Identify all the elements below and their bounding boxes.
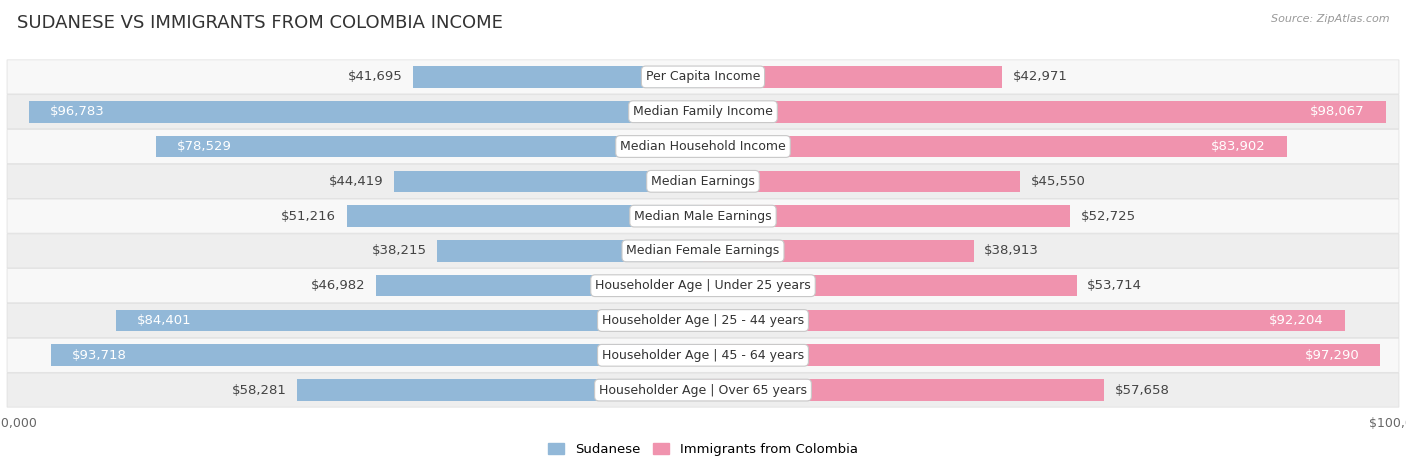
Text: $51,216: $51,216	[281, 210, 336, 223]
Text: $52,725: $52,725	[1080, 210, 1136, 223]
Bar	[413, 66, 703, 88]
Bar	[115, 310, 703, 331]
FancyBboxPatch shape	[7, 95, 1399, 129]
FancyBboxPatch shape	[7, 373, 1399, 407]
Bar	[703, 170, 1019, 192]
Bar	[703, 379, 1104, 401]
FancyBboxPatch shape	[7, 60, 1399, 94]
Bar	[30, 101, 703, 122]
Bar	[346, 205, 703, 227]
FancyBboxPatch shape	[7, 269, 1399, 303]
Bar	[437, 240, 703, 262]
Text: Median Family Income: Median Family Income	[633, 105, 773, 118]
Bar	[703, 345, 1381, 366]
Bar	[703, 240, 974, 262]
Text: $45,550: $45,550	[1031, 175, 1085, 188]
Text: $41,695: $41,695	[347, 71, 402, 84]
Bar	[703, 310, 1344, 331]
Text: $57,658: $57,658	[1115, 383, 1170, 396]
Text: $53,714: $53,714	[1087, 279, 1142, 292]
Text: $97,290: $97,290	[1305, 349, 1360, 362]
Text: Median Male Earnings: Median Male Earnings	[634, 210, 772, 223]
FancyBboxPatch shape	[7, 164, 1399, 198]
Text: SUDANESE VS IMMIGRANTS FROM COLOMBIA INCOME: SUDANESE VS IMMIGRANTS FROM COLOMBIA INC…	[17, 14, 503, 32]
Bar	[703, 101, 1385, 122]
Bar	[394, 170, 703, 192]
Text: $98,067: $98,067	[1310, 105, 1365, 118]
Text: Median Earnings: Median Earnings	[651, 175, 755, 188]
Text: Source: ZipAtlas.com: Source: ZipAtlas.com	[1271, 14, 1389, 24]
Text: $93,718: $93,718	[72, 349, 127, 362]
FancyBboxPatch shape	[7, 304, 1399, 338]
Text: $38,913: $38,913	[984, 244, 1039, 257]
Text: Householder Age | Over 65 years: Householder Age | Over 65 years	[599, 383, 807, 396]
FancyBboxPatch shape	[7, 234, 1399, 268]
Bar	[51, 345, 703, 366]
FancyBboxPatch shape	[7, 129, 1399, 163]
Text: Householder Age | 45 - 64 years: Householder Age | 45 - 64 years	[602, 349, 804, 362]
Text: Per Capita Income: Per Capita Income	[645, 71, 761, 84]
Text: $38,215: $38,215	[371, 244, 426, 257]
Bar	[156, 136, 703, 157]
Text: $46,982: $46,982	[311, 279, 366, 292]
FancyBboxPatch shape	[7, 199, 1399, 233]
Bar	[703, 275, 1077, 297]
Bar	[703, 205, 1070, 227]
Text: $96,783: $96,783	[51, 105, 105, 118]
Text: $78,529: $78,529	[177, 140, 232, 153]
Bar	[375, 275, 703, 297]
Text: $83,902: $83,902	[1212, 140, 1265, 153]
Text: $44,419: $44,419	[329, 175, 384, 188]
Text: $92,204: $92,204	[1270, 314, 1324, 327]
Text: Median Female Earnings: Median Female Earnings	[627, 244, 779, 257]
Bar	[703, 66, 1002, 88]
Legend: Sudanese, Immigrants from Colombia: Sudanese, Immigrants from Colombia	[543, 438, 863, 461]
Text: $84,401: $84,401	[136, 314, 191, 327]
FancyBboxPatch shape	[7, 338, 1399, 372]
Bar	[298, 379, 703, 401]
Text: Median Household Income: Median Household Income	[620, 140, 786, 153]
Text: $42,971: $42,971	[1012, 71, 1067, 84]
Text: Householder Age | Under 25 years: Householder Age | Under 25 years	[595, 279, 811, 292]
Text: $58,281: $58,281	[232, 383, 287, 396]
Bar	[703, 136, 1286, 157]
Text: Householder Age | 25 - 44 years: Householder Age | 25 - 44 years	[602, 314, 804, 327]
